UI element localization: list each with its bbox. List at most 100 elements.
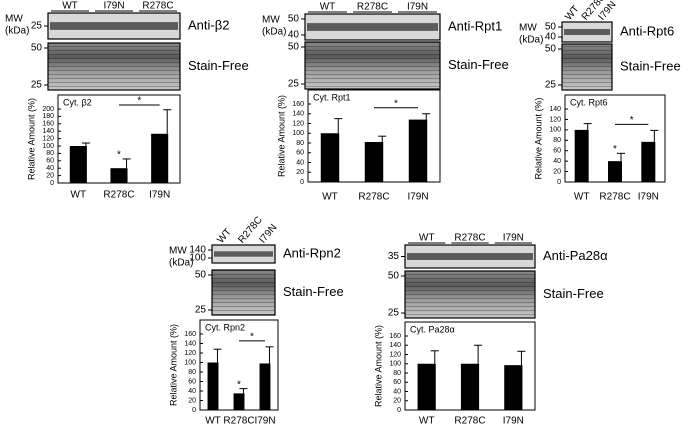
blot-band: [564, 29, 610, 35]
antibody-label: Anti-Rpn2: [283, 245, 341, 260]
y-tick-label: 160: [389, 333, 401, 340]
y-tick-label: 40: [188, 388, 196, 395]
lane-label: WT: [215, 227, 233, 246]
stain-free-bands: [405, 271, 535, 318]
y-tick-label: 140: [389, 342, 401, 349]
bar: [151, 133, 169, 183]
chart-title: Cyt. β2: [63, 97, 92, 107]
mw-label: MW: [519, 23, 537, 34]
lane-label: I79N: [503, 233, 524, 244]
x-tick-label: R278C: [454, 416, 485, 427]
y-tick-label: 80: [296, 140, 304, 147]
x-tick-label: WT: [322, 192, 338, 203]
bar: [110, 168, 128, 183]
stain-free-bands: [562, 44, 612, 90]
y-tick-label: 20: [188, 397, 196, 404]
y-axis-label: Relative Amount (%): [276, 95, 286, 177]
mw-label: MW: [262, 15, 280, 26]
lane-label: R278C: [142, 1, 173, 12]
x-tick-label: I79N: [254, 416, 275, 427]
y-tick-label: 160: [184, 331, 196, 338]
mw-label: (kDa): [169, 258, 193, 269]
mw-marker: 40: [288, 30, 300, 41]
mw-marker: 40: [545, 32, 557, 43]
y-tick-label: 60: [553, 148, 561, 155]
blot-band: [307, 23, 438, 31]
y-tick-label: 80: [46, 150, 54, 157]
x-tick-label: R278C: [103, 190, 134, 201]
y-tick-label: 40: [46, 165, 54, 172]
lane-label: R278C: [454, 233, 485, 244]
y-tick-label: 0: [397, 407, 401, 414]
antibody-label: Anti-β2: [188, 17, 229, 32]
y-axis-label: Relative Amount (%): [533, 97, 543, 179]
y-axis-label: Relative Amount (%): [373, 325, 383, 407]
antibody-label: Anti-Rpt6: [620, 23, 674, 38]
mw-label: (kDa): [519, 35, 543, 46]
bar: [259, 363, 271, 410]
y-tick-label: 140: [184, 340, 196, 347]
bar: [364, 142, 384, 182]
lane-label: I79N: [103, 1, 124, 12]
bar: [320, 133, 340, 182]
y-tick-label: 80: [188, 369, 196, 376]
y-tick-label: 20: [553, 168, 561, 175]
x-tick-label: R278C: [358, 192, 389, 203]
mw-marker: 50: [288, 14, 300, 25]
mw-label: (kDa): [5, 26, 29, 37]
y-tick-label: 180: [42, 113, 54, 120]
bar: [233, 393, 245, 410]
blot-band: [407, 253, 533, 260]
lane-label: I79N: [407, 2, 428, 13]
bar: [641, 141, 656, 182]
mw-marker: 25: [31, 21, 43, 32]
y-tick-label: 200: [42, 106, 54, 113]
significance-star: *: [394, 98, 398, 109]
mw-marker: 25: [545, 80, 557, 91]
bar: [608, 161, 622, 182]
y-tick-label: 140: [292, 111, 304, 118]
y-tick-label: 120: [292, 120, 304, 127]
x-tick-label: WT: [574, 192, 590, 203]
mw-marker: 100: [189, 253, 206, 264]
x-tick-label: I79N: [149, 190, 170, 201]
y-tick-label: 80: [553, 137, 561, 144]
bar: [69, 146, 87, 183]
stain-free-label: Stain-Free: [620, 58, 681, 73]
bar: [408, 119, 428, 182]
y-tick-label: 120: [42, 135, 54, 142]
y-tick-label: 100: [389, 361, 401, 368]
y-tick-label: 100: [42, 143, 54, 150]
lane-label: WT: [62, 1, 78, 12]
y-tick-label: 0: [50, 180, 54, 187]
x-tick-label: WT: [419, 416, 435, 427]
y-tick-label: 0: [192, 407, 196, 414]
chart-title: Cyt. Pa28α: [410, 324, 455, 334]
blot-band: [50, 22, 178, 30]
y-tick-label: 120: [389, 351, 401, 358]
bar: [574, 129, 589, 182]
y-tick-label: 40: [393, 388, 401, 395]
y-tick-label: 40: [553, 158, 561, 165]
mw-label: (kDa): [262, 27, 286, 38]
significance-star: *: [237, 379, 241, 390]
stain-free-bands: [305, 42, 440, 89]
stain-free-label: Stain-Free: [543, 286, 604, 301]
mw-label: MW: [169, 246, 187, 257]
x-tick-label: I79N: [638, 192, 659, 203]
y-tick-label: 160: [292, 101, 304, 108]
x-tick-label: WT: [205, 416, 221, 427]
y-tick-label: 60: [393, 379, 401, 386]
y-tick-label: 60: [188, 378, 196, 385]
mw-label: MW: [5, 14, 23, 25]
x-tick-label: WT: [71, 190, 87, 201]
x-tick-label: I79N: [503, 416, 524, 427]
x-tick-label: I79N: [407, 192, 428, 203]
lane-label: WT: [320, 2, 336, 13]
y-tick-label: 80: [393, 370, 401, 377]
y-tick-label: 20: [296, 169, 304, 176]
mw-marker: 35: [388, 251, 400, 262]
mw-marker: 25: [195, 305, 207, 316]
antibody-label: Anti-Rpt1: [448, 18, 502, 33]
mw-marker: 50: [31, 43, 43, 54]
